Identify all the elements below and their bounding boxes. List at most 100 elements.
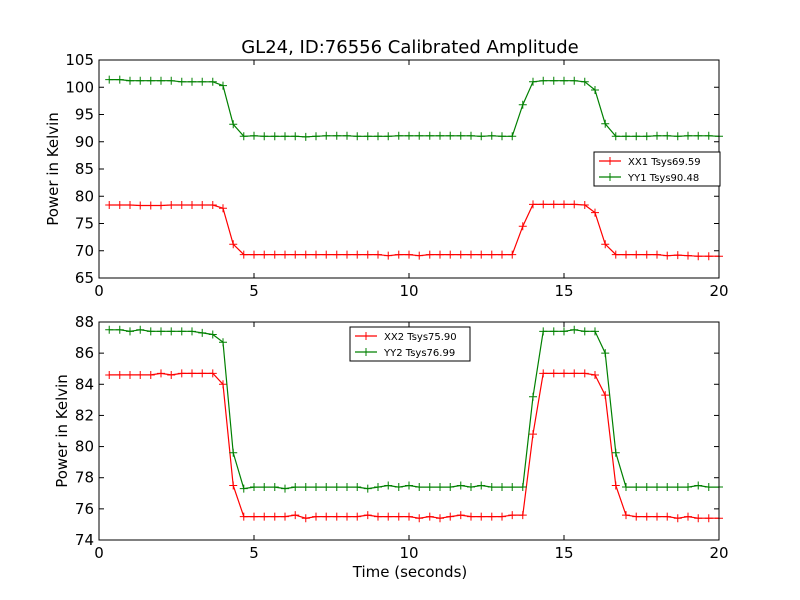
bottom-data-point — [684, 483, 692, 492]
top-data-point — [394, 131, 403, 140]
top-data-point — [239, 250, 248, 259]
top-data-point — [622, 250, 630, 259]
top-data-point — [374, 132, 382, 141]
top-data-point — [580, 200, 589, 209]
bottom-legend-entry: YY2 Tsys76.99 — [383, 348, 455, 359]
top-data-point — [570, 76, 579, 85]
top-legend-entry: XX1 Tsys69.59 — [628, 157, 701, 168]
bottom-data-point — [539, 327, 548, 336]
bottom-data-point — [570, 325, 579, 334]
top-data-point — [322, 250, 331, 259]
top-data-point — [239, 132, 248, 141]
top-y-tick-label: 100 — [65, 78, 94, 96]
bottom-data-point — [115, 370, 124, 379]
bottom-data-point — [363, 484, 372, 493]
top-data-point — [343, 250, 351, 259]
bottom-panel: Power in Kelvin Time (seconds) 0 5 10 15 20 7… — [53, 313, 729, 581]
bottom-data-point — [188, 327, 196, 336]
top-data-point — [601, 240, 610, 249]
bottom-data-point — [405, 512, 413, 521]
bottom-data-point — [332, 512, 341, 521]
bottom-data-point — [229, 448, 238, 457]
bottom-data-point — [239, 484, 248, 493]
top-data-point — [508, 250, 517, 259]
bottom-x-tick-label: 0 — [94, 544, 104, 562]
top-data-point — [115, 200, 124, 209]
bottom-data-point — [529, 392, 537, 401]
top-data-point — [436, 131, 444, 140]
top-data-point — [642, 250, 651, 259]
top-data-point — [167, 200, 176, 209]
top-y-tick-label: 70 — [75, 242, 94, 260]
top-data-point — [374, 250, 382, 259]
bottom-data-point — [436, 514, 444, 523]
top-data-point — [136, 76, 145, 85]
top-y-tick-label: 75 — [75, 215, 94, 233]
top-data-point — [394, 250, 403, 259]
bottom-data-point — [673, 514, 682, 523]
bottom-data-point — [177, 369, 186, 378]
top-data-point — [188, 77, 196, 86]
bottom-data-point — [250, 512, 258, 521]
top-data-point — [436, 250, 444, 259]
bottom-data-point — [653, 512, 661, 521]
top-data-point — [456, 250, 465, 259]
top-data-point — [250, 131, 258, 140]
top-data-point — [250, 250, 258, 259]
top-legend-marker — [606, 173, 614, 181]
top-data-point — [704, 131, 713, 140]
top-data-point — [322, 131, 331, 140]
bottom-data-point — [260, 512, 269, 521]
bottom-data-point — [384, 512, 393, 521]
top-data-point — [653, 131, 661, 140]
top-data-point — [312, 250, 320, 259]
top-data-point — [384, 251, 393, 260]
top-data-point — [694, 252, 703, 261]
bottom-data-point — [115, 325, 124, 334]
top-data-point — [188, 200, 196, 209]
top-data-point — [560, 200, 568, 209]
top-data-point — [704, 252, 713, 261]
chart-title: GL24, ID:76556 Calibrated Amplitude — [241, 37, 579, 58]
bottom-data-point — [343, 512, 351, 521]
bottom-x-tick-label: 5 — [249, 544, 259, 562]
bottom-data-point — [591, 327, 599, 336]
bottom-data-point — [312, 512, 320, 521]
bottom-data-point — [353, 483, 362, 492]
bottom-data-point — [498, 483, 506, 492]
top-data-point — [208, 77, 217, 86]
bottom-data-point — [570, 369, 579, 378]
bottom-data-point — [219, 338, 227, 347]
bottom-data-point — [694, 514, 703, 523]
top-data-point — [487, 131, 496, 140]
bottom-data-point — [208, 369, 217, 378]
bottom-y-tick-label: 86 — [75, 344, 94, 362]
top-data-point — [229, 120, 238, 129]
top-data-point — [126, 200, 134, 209]
top-data-point — [591, 208, 599, 217]
top-data-point — [208, 200, 217, 209]
bottom-data-point — [188, 369, 196, 378]
top-data-point — [198, 200, 207, 209]
top-data-point — [508, 132, 517, 141]
bottom-data-point — [208, 330, 217, 339]
bottom-data-point — [704, 514, 713, 523]
bottom-data-point — [436, 483, 444, 492]
top-panel: Power in Kelvin 0 5 10 15 20 65 70 75 80 85 90 95 10… — [44, 51, 729, 300]
bottom-data-point — [105, 370, 114, 379]
bottom-legend-entry: XX2 Tsys75.90 — [384, 332, 457, 343]
bottom-data-point — [343, 483, 351, 492]
bottom-data-point — [425, 512, 434, 521]
bottom-data-point — [518, 511, 527, 520]
bottom-data-point — [322, 483, 331, 492]
bottom-data-point — [487, 483, 496, 492]
bottom-data-point — [529, 430, 537, 439]
top-data-point — [281, 250, 289, 259]
top-data-point — [498, 132, 506, 141]
x-axis-label: Time (seconds) — [352, 563, 468, 581]
top-data-point — [467, 250, 475, 259]
bottom-data-point — [653, 483, 661, 492]
top-data-point — [177, 77, 186, 86]
top-data-point — [105, 75, 114, 84]
top-data-point — [487, 250, 496, 259]
